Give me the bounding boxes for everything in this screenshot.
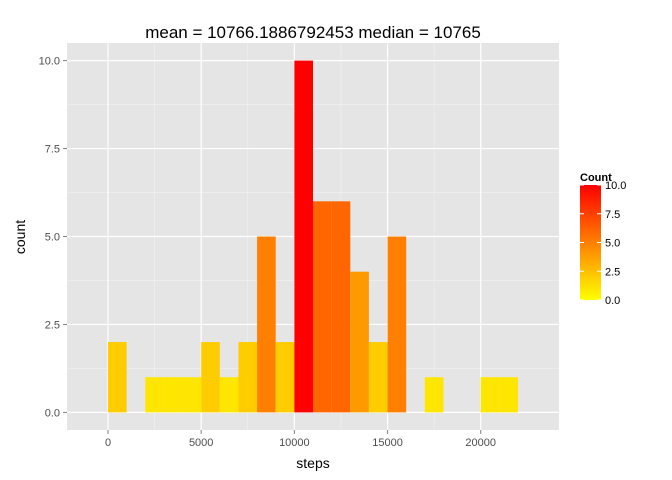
legend-label: 5.0: [605, 238, 620, 250]
y-tick-label: 0.0: [45, 407, 60, 419]
legend: Count 0.0 2.5 5.0 7.5 10.0: [580, 172, 626, 307]
x-tick-label: 15000: [372, 437, 403, 449]
y-tick-label: 2.5: [45, 319, 60, 331]
x-tick-label: 10000: [279, 437, 310, 449]
legend-label: 2.5: [605, 266, 620, 278]
legend-label: 0.0: [605, 295, 620, 307]
legend-label: 10.0: [605, 180, 626, 192]
histogram-bar: [257, 236, 276, 413]
legend-ticks: 0.0 2.5 5.0 7.5 10.0: [580, 180, 626, 307]
histogram-bar: [275, 342, 295, 413]
histogram-bar: [163, 377, 183, 413]
histogram-bar: [387, 236, 407, 413]
histogram-bar: [238, 342, 258, 413]
y-axis-title: count: [12, 220, 28, 254]
histogram-bar: [145, 377, 164, 413]
histogram-bar: [108, 342, 127, 413]
histogram-bar: [368, 342, 388, 413]
histogram-bar: [313, 201, 332, 413]
y-tick-label: 5.0: [45, 232, 60, 244]
x-tick-label: 5000: [189, 437, 213, 449]
histogram-bar: [424, 377, 444, 413]
y-axis: 0.0 2.5 5.0 7.5 10.0: [39, 56, 67, 419]
x-tick-label: 0: [105, 437, 111, 449]
histogram-bar: [331, 201, 351, 413]
bars: [108, 60, 518, 413]
histogram-bar: [182, 377, 202, 413]
histogram-bar: [294, 60, 313, 413]
x-axis-title: steps: [296, 455, 329, 471]
legend-colorbar: [580, 185, 601, 300]
histogram-bar: [350, 271, 369, 413]
histogram-bar: [499, 377, 518, 413]
y-tick-label: 7.5: [45, 144, 60, 156]
histogram-bar: [219, 377, 239, 413]
x-tick-label: 20000: [465, 437, 496, 449]
chart-title: mean = 10766.1886792453 median = 10765: [145, 23, 481, 42]
y-tick-label: 10.0: [39, 56, 60, 68]
legend-label: 7.5: [605, 209, 620, 221]
x-axis: 0 5000 10000 15000 20000: [105, 430, 496, 449]
legend-title: Count: [580, 172, 612, 184]
histogram-bar: [480, 377, 500, 413]
histogram-bar: [201, 342, 220, 413]
